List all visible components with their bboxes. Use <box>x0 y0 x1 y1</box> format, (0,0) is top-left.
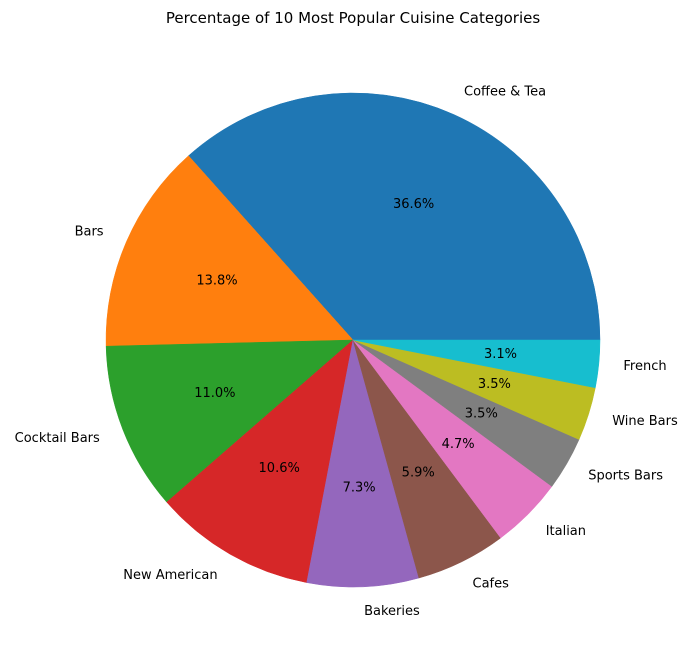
pie-slice-bakeries <box>306 339 420 588</box>
pie-slice-french <box>352 339 601 389</box>
pct-label-french: 3.1% <box>484 347 517 362</box>
pct-label-coffee-and-tea: 36.6% <box>393 197 434 212</box>
slice-label-coffee-and-tea: Coffee & Tea <box>464 85 546 100</box>
slice-label-sports-bars: Sports Bars <box>588 469 663 484</box>
slice-label-wine-bars: Wine Bars <box>612 414 678 429</box>
slice-label-cocktail-bars: Cocktail Bars <box>15 431 100 446</box>
pct-label-sports-bars: 3.5% <box>465 407 498 422</box>
slice-label-bars: Bars <box>75 225 104 240</box>
slice-label-bakeries: Bakeries <box>364 604 420 619</box>
pie-slice-bars <box>105 155 354 347</box>
pie-slice-coffee-and-tea <box>188 92 601 341</box>
pct-label-bakeries: 7.3% <box>343 481 376 496</box>
labels-layer: Coffee & Tea 36.6% Bars 13.8% Cocktail Bars 1… <box>15 85 678 620</box>
pct-label-italian: 4.7% <box>442 437 475 452</box>
slice-label-italian: Italian <box>546 524 586 539</box>
pie-slice-new-american <box>166 339 354 583</box>
pie-slice-cocktail-bars <box>105 339 354 503</box>
pct-label-new-american: 10.6% <box>259 461 300 476</box>
pct-label-cafes: 5.9% <box>402 466 435 481</box>
slices-layer <box>105 92 601 588</box>
pct-label-cocktail-bars: 11.0% <box>194 386 235 401</box>
slice-label-new-american: New American <box>123 568 217 583</box>
pct-label-bars: 13.8% <box>196 274 237 289</box>
chart-title: Percentage of 10 Most Popular Cuisine Ca… <box>166 9 540 27</box>
pct-label-wine-bars: 3.5% <box>478 377 511 392</box>
slice-label-cafes: Cafes <box>473 577 510 592</box>
slice-label-french: French <box>623 359 666 374</box>
